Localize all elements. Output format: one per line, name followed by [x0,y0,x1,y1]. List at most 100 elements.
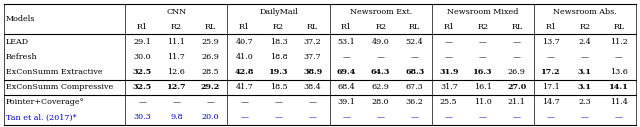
Text: R1: R1 [545,23,556,31]
Text: 28.5: 28.5 [202,68,220,76]
Text: 25.5: 25.5 [440,98,458,106]
Text: 27.0: 27.0 [508,83,527,91]
Text: 31.7: 31.7 [440,83,458,91]
Text: 9.8: 9.8 [170,113,183,121]
Text: —: — [411,113,419,121]
Text: Tan et al. (2017)*: Tan et al. (2017)* [6,113,77,121]
Text: 18.8: 18.8 [269,53,287,61]
Text: 17.1: 17.1 [542,83,560,91]
Text: 69.4: 69.4 [337,68,356,76]
Text: 21.1: 21.1 [508,98,526,106]
Text: 16.3: 16.3 [473,68,493,76]
Text: —: — [547,53,555,61]
Text: 32.5: 32.5 [132,83,152,91]
Text: 37.2: 37.2 [304,38,321,46]
Text: R1: R1 [443,23,454,31]
Text: 20.0: 20.0 [202,113,220,121]
Text: Refresh: Refresh [6,53,38,61]
Text: R2: R2 [273,23,284,31]
Text: 40.7: 40.7 [236,38,253,46]
Text: 67.3: 67.3 [406,83,424,91]
Text: 11.2: 11.2 [610,38,628,46]
Text: 30.3: 30.3 [134,113,151,121]
Text: —: — [377,53,385,61]
Text: 2.3: 2.3 [579,98,591,106]
Text: 11.1: 11.1 [168,38,186,46]
Text: 41.0: 41.0 [236,53,253,61]
Text: ExConSumm Extractive: ExConSumm Extractive [6,68,102,76]
Text: 19.3: 19.3 [269,68,288,76]
Text: 18.3: 18.3 [269,38,287,46]
Text: —: — [241,113,248,121]
Text: 14.7: 14.7 [542,98,560,106]
Text: 26.9: 26.9 [508,68,526,76]
Text: 49.0: 49.0 [372,38,390,46]
Text: —: — [445,113,452,121]
Text: Models: Models [6,15,35,23]
Text: —: — [411,53,419,61]
Text: Newsroom Abs.: Newsroom Abs. [553,8,617,16]
Text: —: — [342,53,351,61]
Text: 2.4: 2.4 [579,38,591,46]
Text: RL: RL [205,23,216,31]
Text: 37.7: 37.7 [304,53,321,61]
Text: —: — [479,113,487,121]
Text: 52.4: 52.4 [406,38,424,46]
Text: —: — [308,98,317,106]
Text: 12.7: 12.7 [166,83,186,91]
Text: 17.2: 17.2 [541,68,561,76]
Text: 41.7: 41.7 [236,83,253,91]
Text: RL: RL [511,23,522,31]
Text: 38.4: 38.4 [304,83,321,91]
Text: 36.2: 36.2 [406,98,424,106]
Text: —: — [615,53,623,61]
Text: —: — [241,98,248,106]
Text: —: — [581,113,589,121]
Text: ExConSumm Compressive: ExConSumm Compressive [6,83,113,91]
Text: —: — [547,113,555,121]
Text: CNN: CNN [166,8,186,16]
Text: —: — [615,113,623,121]
Text: 18.5: 18.5 [269,83,287,91]
Text: 39.1: 39.1 [338,98,356,106]
Text: DailyMail: DailyMail [259,8,298,16]
Text: 11.7: 11.7 [168,53,186,61]
Text: 12.6: 12.6 [168,68,186,76]
Text: LEAD: LEAD [6,38,29,46]
Text: R1: R1 [341,23,352,31]
Text: —: — [342,113,351,121]
Text: 32.5: 32.5 [132,68,152,76]
Text: 11.0: 11.0 [474,98,492,106]
Text: —: — [479,53,487,61]
Text: —: — [513,113,521,121]
Text: R1: R1 [137,23,148,31]
Text: 28.0: 28.0 [372,98,390,106]
Text: —: — [308,113,317,121]
Text: 25.9: 25.9 [202,38,220,46]
Text: 68.4: 68.4 [338,83,355,91]
Text: 31.9: 31.9 [439,68,458,76]
Text: Newsroom Mixed: Newsroom Mixed [447,8,518,16]
Text: —: — [377,113,385,121]
Text: 13.7: 13.7 [542,38,560,46]
Text: RL: RL [613,23,625,31]
Text: R2: R2 [579,23,591,31]
Text: 30.0: 30.0 [134,53,151,61]
Text: 13.6: 13.6 [610,68,628,76]
Text: —: — [207,98,214,106]
Text: 3.1: 3.1 [578,83,592,91]
Text: —: — [275,113,282,121]
Text: 42.8: 42.8 [235,68,254,76]
Text: R2: R2 [171,23,182,31]
Text: 68.3: 68.3 [405,68,424,76]
Text: Newsroom Ext.: Newsroom Ext. [349,8,412,16]
Text: RL: RL [307,23,318,31]
Text: 11.4: 11.4 [610,98,628,106]
Text: 14.1: 14.1 [609,83,629,91]
Text: —: — [445,53,452,61]
Text: Pointer+Coverage°: Pointer+Coverage° [6,98,84,106]
Text: 62.9: 62.9 [372,83,390,91]
Text: —: — [513,53,521,61]
Text: —: — [581,53,589,61]
Text: 16.1: 16.1 [474,83,492,91]
